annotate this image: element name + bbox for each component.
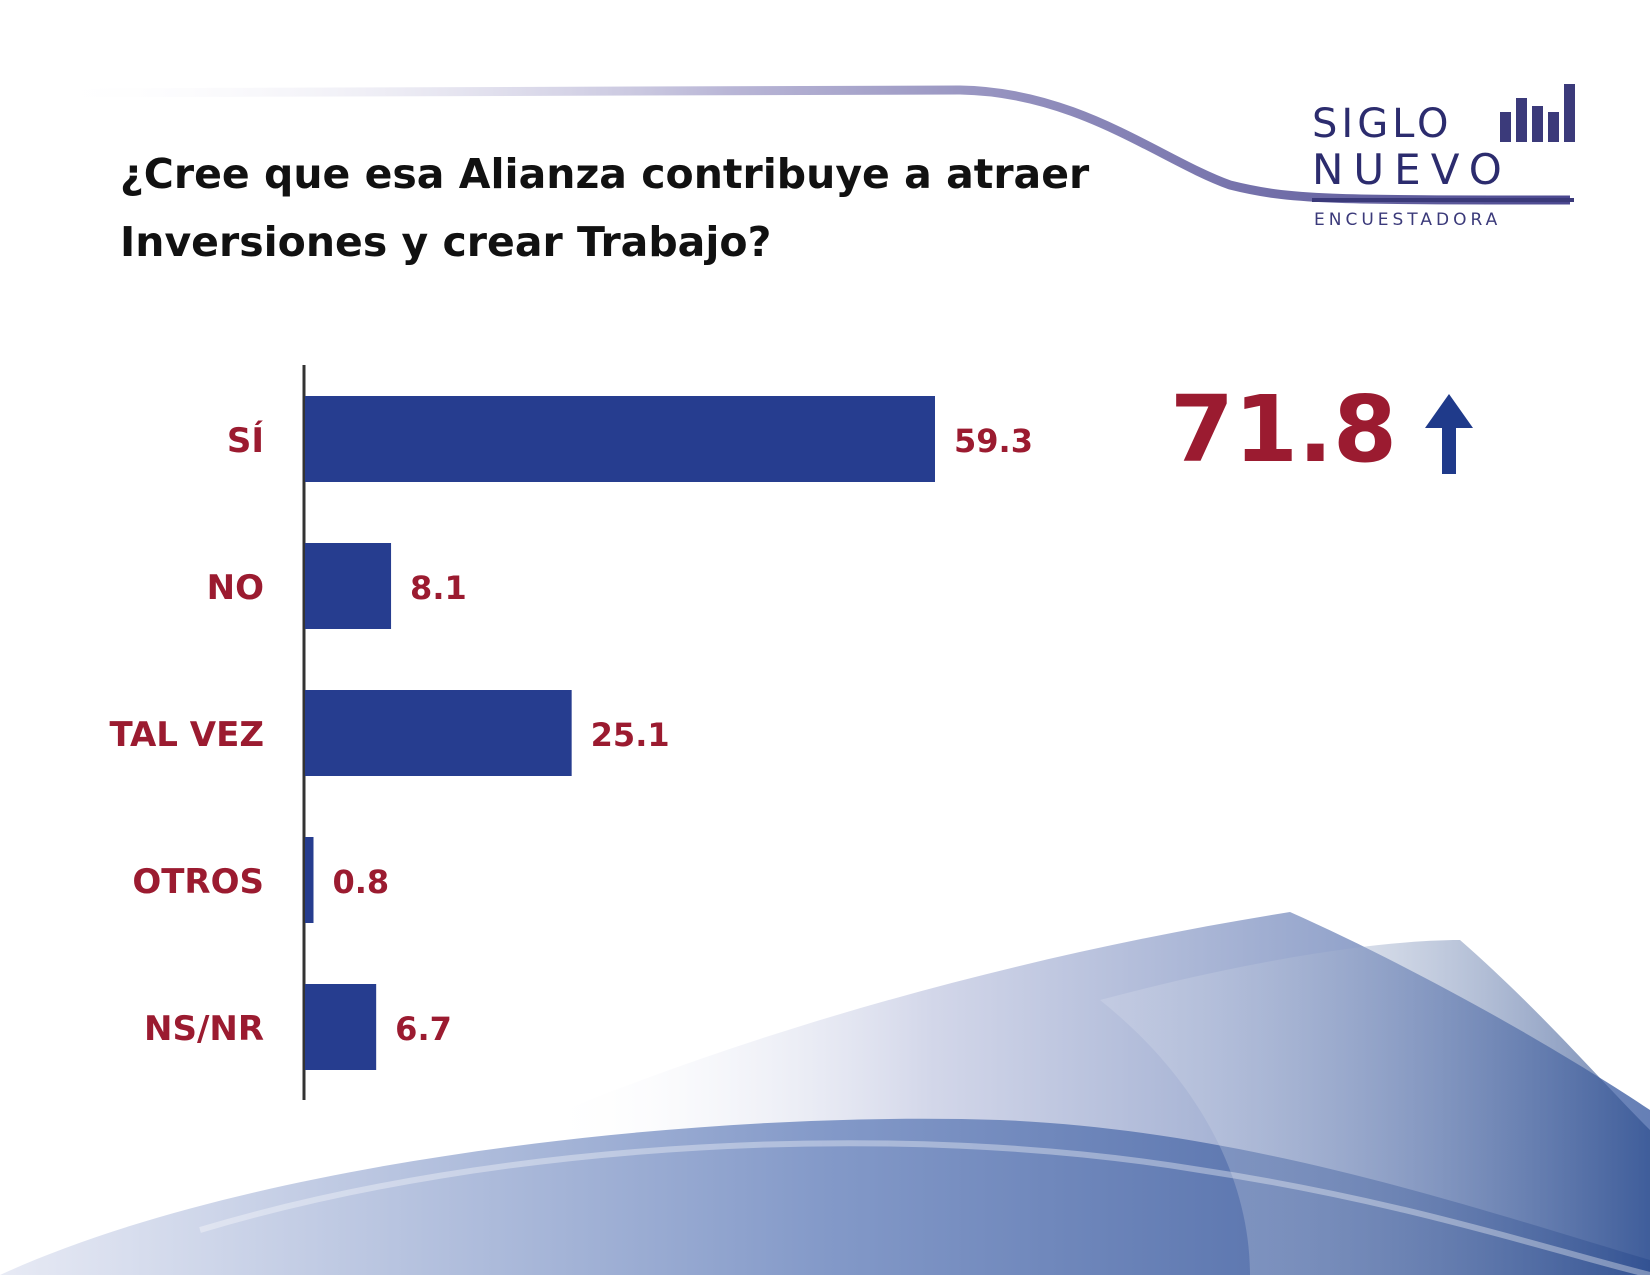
category-label-0: SÍ xyxy=(227,420,264,461)
title-line-2: Inversiones y crear Trabajo? xyxy=(120,218,772,266)
logo-word-nuevo: NUEVO xyxy=(1312,145,1512,194)
bar-1 xyxy=(305,543,392,629)
value-label-0: 59.3 xyxy=(954,422,1033,460)
highlight-value: 71.8 xyxy=(1170,376,1397,483)
arrow-up-icon xyxy=(1425,394,1473,474)
value-label-3: 0.8 xyxy=(332,863,389,901)
category-label-1: NO xyxy=(207,568,264,608)
total-highlight: 71.8 xyxy=(1170,380,1473,480)
logo-word-siglo: SIGLO xyxy=(1312,101,1453,147)
value-label-4: 6.7 xyxy=(395,1010,452,1048)
bar-chart-logo-icon xyxy=(1500,78,1576,142)
bar-4 xyxy=(305,984,377,1070)
category-label-4: NS/NR xyxy=(144,1009,264,1049)
value-label-2: 25.1 xyxy=(591,716,670,754)
logo-underline xyxy=(1312,198,1574,202)
category-label-2: TAL VEZ xyxy=(109,715,264,755)
value-label-1: 8.1 xyxy=(410,569,467,607)
bar-0 xyxy=(305,396,935,482)
bar-3 xyxy=(305,837,314,923)
logo-subtitle: ENCUESTADORA xyxy=(1314,210,1502,230)
question-title: ¿Cree que esa Alianza contribuye a atrae… xyxy=(120,140,1120,276)
bar-2 xyxy=(305,690,572,776)
category-label-3: OTROS xyxy=(132,862,264,902)
siglo-nuevo-logo: SIGLO NUEVO ENCUESTADORA xyxy=(1308,78,1576,238)
title-line-1: ¿Cree que esa Alianza contribuye a atrae… xyxy=(120,150,1090,198)
